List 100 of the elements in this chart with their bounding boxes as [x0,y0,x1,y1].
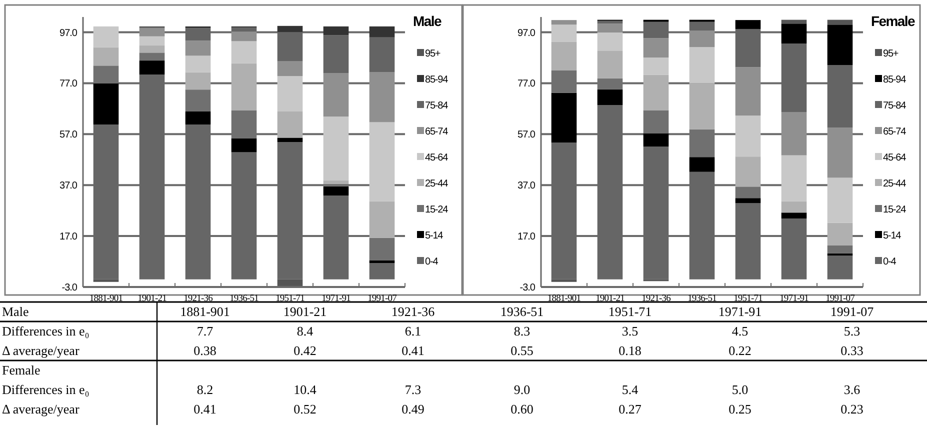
bar [277,61,303,76]
bar [277,26,303,32]
text: 0.23 [840,402,864,416]
bar [643,38,669,58]
legend-label: 95+ [425,48,441,60]
bar [643,133,669,147]
text: 0.42 [294,343,316,358]
bar [781,155,807,202]
bar [93,279,119,282]
bar [323,116,349,181]
text: 1991-07 [830,304,874,319]
bar [231,28,257,32]
legend-label: 65-74 [425,126,449,138]
bar [551,20,577,25]
text: 1921-36 [391,304,436,319]
text: Δ average/year [2,402,80,416]
text: 0.18 [618,343,642,358]
text: 0.41 [402,343,424,358]
x-tick-label: 1951-71 [734,294,764,304]
x-tick-label: 1881-901 [547,294,582,304]
y-tick-label: 97.0 [60,28,78,39]
bar [689,157,715,172]
bar [231,63,257,110]
bar [93,47,119,66]
y-tick-label: 17.0 [518,232,536,243]
text: Differences in e₀ [2,324,90,338]
bar [369,263,395,280]
bar [231,138,257,152]
bar [369,37,395,72]
bar [277,279,303,286]
y-tick-label: 77.0 [60,78,78,90]
text: 8.3 [514,324,530,338]
bar [781,20,807,24]
bar [597,89,623,106]
bar [781,201,807,213]
y-tick-label: 37.0 [60,180,78,192]
bar [781,112,807,156]
x-tick-label: 1901-21 [596,294,626,304]
text: 0.22 [728,343,752,358]
bar [369,72,395,122]
bar [323,186,349,196]
text: 0.41 [194,402,216,416]
bar [597,24,623,32]
bar [735,67,761,116]
bar [185,112,211,124]
text: 1936-51 [500,304,544,319]
legend-label: 45-64 [425,152,449,164]
bar [551,279,577,282]
bar [231,32,257,42]
y-tick-label: 17.0 [60,232,78,243]
legend-label: 75-84 [883,100,907,112]
x-tick-label: 1951-71 [276,294,306,304]
legend-label: 45-64 [883,152,907,164]
bar [139,36,165,46]
text: 1971-91 [718,304,762,319]
bar [827,20,853,25]
legend-label: 0-4 [883,256,897,268]
y-tick-label: 97.0 [518,28,536,39]
text: 0.25 [728,402,752,416]
text: 0.52 [294,402,316,416]
y-tick-label: -3.0 [520,282,536,294]
text: 10.4 [294,382,317,397]
text: 8.4 [296,324,314,338]
bar [277,76,303,112]
bar [735,116,761,157]
bar [369,26,395,38]
x-tick-label: 1991-07 [368,294,398,304]
bar [643,74,669,110]
bar [551,42,577,70]
bar [735,156,761,187]
x-tick-label: 1936-51 [230,294,260,304]
text: 0.60 [510,402,534,416]
bar [231,41,257,64]
legend-label: 85-94 [883,74,907,86]
bar [323,35,349,74]
x-tick-label: 1971-91 [322,294,352,304]
x-tick-label: 1881-901 [89,294,124,304]
legend-label: 5-14 [425,230,444,242]
x-tick-label: 1921-36 [184,294,214,304]
legend-label: 5-14 [883,230,902,242]
bar [781,24,807,44]
text: 9.0 [514,382,530,397]
x-tick-label: 1936-51 [688,294,718,304]
bar [139,60,165,75]
text: 0.33 [840,343,864,358]
bar [597,50,623,78]
bar [277,138,303,142]
text: 3.6 [844,382,861,397]
legend-label: 0-4 [425,256,439,268]
bar [643,58,669,75]
text: 7.7 [196,324,214,338]
bar [827,222,853,246]
text: 0.55 [510,343,534,358]
bar [551,24,577,42]
text: Δ average/year [2,343,80,358]
bar [689,30,715,48]
text: 7.3 [404,382,422,397]
text: 1901-21 [283,304,327,319]
bar [735,186,761,198]
x-tick-label: 1971-91 [780,294,810,304]
